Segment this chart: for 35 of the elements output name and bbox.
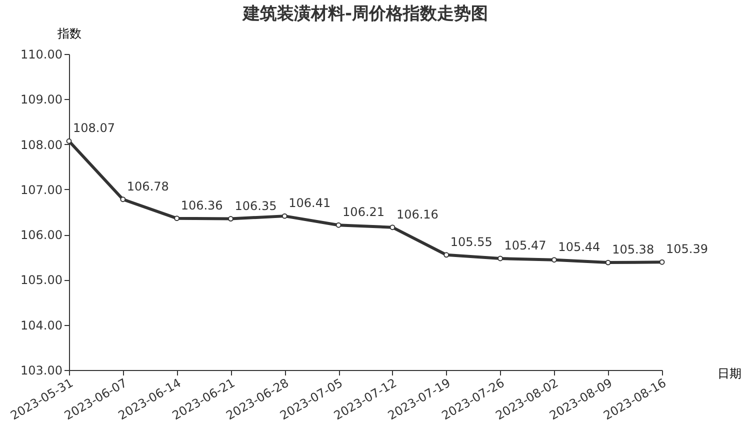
point (282, 213, 288, 219)
point (551, 257, 557, 263)
y-tick-label: 107.00 (20, 182, 62, 197)
y-tick-label: 108.00 (20, 138, 62, 152)
point (390, 224, 396, 230)
data-label: 106.36 (180, 198, 223, 212)
y-tick-label: 105.00 (20, 273, 62, 288)
point (66, 138, 72, 144)
data-label: 106.78 (126, 179, 169, 194)
point (120, 196, 126, 202)
data-label: 105.39 (666, 242, 708, 256)
x-axis-title: 日期 (718, 366, 742, 380)
data-label: 106.21 (342, 205, 385, 220)
point (659, 259, 665, 265)
point (605, 260, 611, 266)
point (336, 222, 342, 228)
point (174, 216, 180, 222)
data-label: 106.35 (234, 198, 277, 213)
y-tick-label: 104.00 (20, 318, 62, 332)
data-label: 105.38 (612, 242, 654, 257)
point (498, 256, 504, 262)
data-label: 105.47 (504, 238, 546, 252)
data-label: 105.44 (558, 240, 600, 254)
point (228, 216, 234, 222)
y-tick-label: 109.00 (20, 92, 62, 107)
point (444, 252, 450, 258)
data-label: 108.07 (73, 121, 115, 136)
y-tick-label: 110.00 (20, 48, 62, 62)
y-tick-label: 103.00 (20, 364, 62, 378)
y-tick-label: 106.00 (20, 228, 62, 242)
data-label: 106.41 (288, 196, 331, 210)
y-axis-title: 指数 (56, 26, 82, 40)
data-label: 106.16 (396, 207, 438, 222)
chart-title: 建筑装潢材料-周价格指数走势图 (240, 4, 488, 24)
data-label: 105.55 (450, 234, 492, 249)
